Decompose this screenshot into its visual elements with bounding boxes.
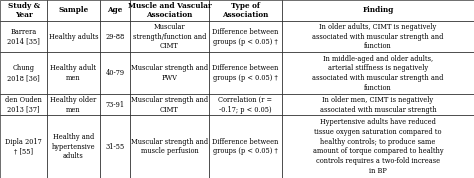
Text: den Ouden
2013 [37]: den Ouden 2013 [37] xyxy=(5,96,42,114)
Text: Hypertensive adults have reduced
tissue oxygen saturation compared to
healthy co: Hypertensive adults have reduced tissue … xyxy=(313,118,443,175)
Text: 40-79: 40-79 xyxy=(105,69,125,77)
Text: Correlation (r =
-0.17; p < 0.05): Correlation (r = -0.17; p < 0.05) xyxy=(219,96,272,114)
Bar xyxy=(0,115,47,178)
Text: In older adults, CIMT is negatively
associated with muscular strength and
functi: In older adults, CIMT is negatively asso… xyxy=(312,23,444,50)
Bar xyxy=(47,94,100,115)
Bar xyxy=(209,115,282,178)
Bar xyxy=(100,52,130,94)
Text: Finding: Finding xyxy=(362,6,394,14)
Bar xyxy=(282,94,474,115)
Bar xyxy=(209,94,282,115)
Text: 31-55: 31-55 xyxy=(105,143,125,151)
Bar xyxy=(100,94,130,115)
Text: 29-88: 29-88 xyxy=(105,33,125,41)
Text: Healthy and
hypertensive
adults: Healthy and hypertensive adults xyxy=(52,133,95,160)
Bar xyxy=(100,0,130,21)
Text: Barrera
2014 [35]: Barrera 2014 [35] xyxy=(7,28,40,46)
Text: 73-91: 73-91 xyxy=(105,101,125,109)
Text: In older men, CIMT is negatively
associated with muscular strength: In older men, CIMT is negatively associa… xyxy=(319,96,437,114)
Bar xyxy=(282,52,474,94)
Bar xyxy=(0,94,47,115)
Text: In middle-aged and older adults,
arterial stiffness is negatively
associated wit: In middle-aged and older adults, arteria… xyxy=(312,55,444,92)
Bar xyxy=(209,21,282,52)
Text: Muscular strength and
PWV: Muscular strength and PWV xyxy=(131,64,208,82)
Text: Study &
Year: Study & Year xyxy=(8,2,40,19)
Text: Sample: Sample xyxy=(58,6,89,14)
Text: Age: Age xyxy=(107,6,123,14)
Bar xyxy=(47,21,100,52)
Text: Muscular strength and
CIMT: Muscular strength and CIMT xyxy=(131,96,208,114)
Bar xyxy=(209,52,282,94)
Bar xyxy=(130,0,209,21)
Bar xyxy=(282,115,474,178)
Text: Dipla 2017
† [55]: Dipla 2017 † [55] xyxy=(5,138,42,156)
Bar xyxy=(130,21,209,52)
Text: Healthy adult
men: Healthy adult men xyxy=(50,64,97,82)
Text: Muscular
strength/function and
CIMT: Muscular strength/function and CIMT xyxy=(133,23,206,50)
Bar xyxy=(282,21,474,52)
Text: Healthy adults: Healthy adults xyxy=(49,33,98,41)
Text: Muscle and Vascular
Association: Muscle and Vascular Association xyxy=(128,2,211,19)
Bar xyxy=(282,0,474,21)
Bar xyxy=(47,52,100,94)
Bar xyxy=(130,52,209,94)
Text: Muscular strength and
muscle perfusion: Muscular strength and muscle perfusion xyxy=(131,138,208,156)
Bar xyxy=(0,21,47,52)
Text: Healthy older
men: Healthy older men xyxy=(50,96,97,114)
Bar xyxy=(100,21,130,52)
Text: Difference between
groups (p < 0.05) †: Difference between groups (p < 0.05) † xyxy=(212,138,279,156)
Bar xyxy=(100,115,130,178)
Bar xyxy=(0,52,47,94)
Bar xyxy=(47,0,100,21)
Bar xyxy=(130,94,209,115)
Text: Chung
2018 [36]: Chung 2018 [36] xyxy=(7,64,40,82)
Text: Type of
Association: Type of Association xyxy=(222,2,268,19)
Bar xyxy=(130,115,209,178)
Bar xyxy=(47,115,100,178)
Bar xyxy=(0,0,47,21)
Text: Difference between
groups (p < 0.05) †: Difference between groups (p < 0.05) † xyxy=(212,64,279,82)
Text: Difference between
groups (p < 0.05) †: Difference between groups (p < 0.05) † xyxy=(212,28,279,46)
Bar xyxy=(209,0,282,21)
